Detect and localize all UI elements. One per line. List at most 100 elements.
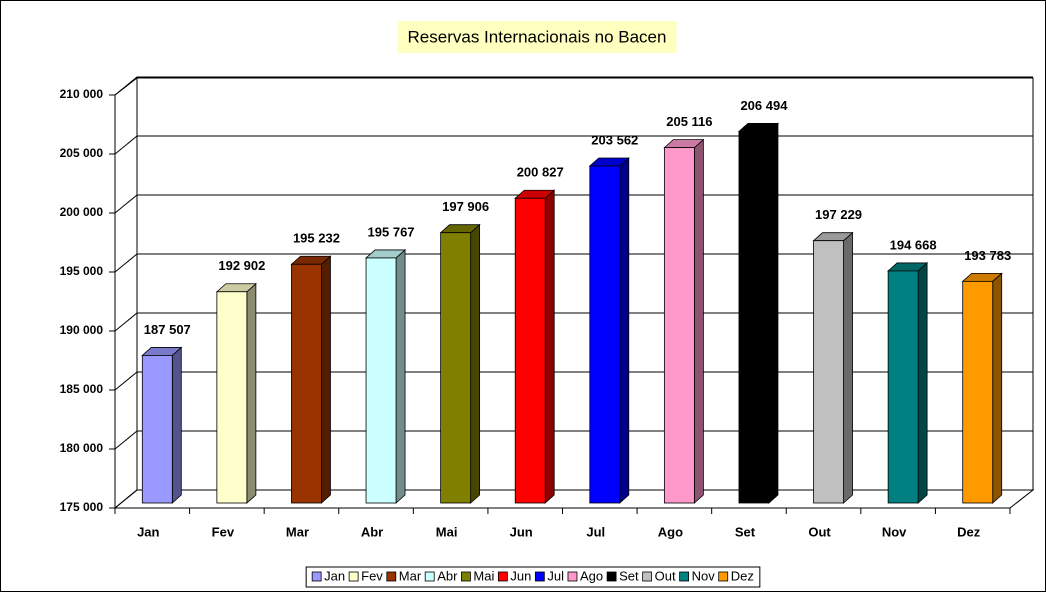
bar	[215, 282, 257, 504]
side-wall	[114, 76, 138, 510]
bar-front	[440, 232, 472, 504]
legend-swatch	[534, 571, 545, 582]
bar-side	[619, 157, 630, 504]
bar	[514, 189, 556, 504]
bar	[812, 231, 854, 504]
legend-swatch	[386, 571, 397, 582]
legend-swatch	[348, 571, 359, 582]
legend-swatch	[606, 571, 617, 582]
legend-label: Abr	[437, 568, 458, 583]
legend-swatch	[679, 571, 689, 582]
legend-swatch	[497, 571, 508, 582]
legend-label: Out	[655, 568, 676, 583]
bar	[961, 272, 1003, 504]
bar-side	[246, 282, 257, 504]
bar	[737, 122, 780, 504]
y-tick-label: 205 000	[60, 146, 104, 160]
bar-side	[321, 255, 331, 504]
grid-line	[114, 194, 1033, 214]
bar	[887, 262, 929, 504]
y-tick-label: 185 000	[60, 382, 104, 396]
x-tick-label: Mai	[436, 524, 458, 539]
bar-front	[291, 263, 322, 504]
bar-side	[171, 346, 182, 504]
grid-line	[114, 135, 1033, 155]
legend-label: Jan	[324, 568, 345, 583]
x-tick-label: Out	[808, 524, 831, 539]
legend-label: Mai	[473, 568, 494, 583]
bar-side	[768, 122, 779, 504]
value-label: 194 668	[890, 237, 937, 252]
value-label: 203 562	[591, 132, 638, 147]
bar-front	[589, 165, 621, 504]
back-wall	[136, 77, 1034, 491]
value-label: 195 232	[293, 231, 340, 246]
bar-side	[470, 223, 481, 504]
grid-line	[114, 312, 1033, 332]
value-label: 206 494	[740, 98, 788, 113]
bar-front	[514, 197, 546, 504]
bar-front	[365, 257, 397, 504]
value-label: 205 116	[666, 114, 712, 129]
value-label: 197 229	[815, 207, 862, 222]
x-tick-label: Jun	[510, 524, 533, 539]
x-tick-label: Abr	[361, 524, 383, 539]
y-tick-label: 180 000	[60, 441, 104, 455]
legend-swatch	[567, 571, 578, 582]
x-tick-label: Dez	[957, 524, 981, 539]
bar-front	[141, 355, 173, 504]
legend-swatch	[461, 571, 471, 582]
grid-line	[114, 253, 1033, 273]
y-tick-label: 175 000	[60, 500, 104, 514]
bar-front	[663, 147, 695, 504]
value-label: 192 902	[218, 258, 265, 273]
value-label: 195 767	[368, 224, 415, 239]
value-label: 187 507	[144, 322, 191, 337]
value-label: 200 827	[517, 165, 564, 180]
grid-line	[114, 489, 1033, 509]
x-tick-label: Set	[735, 524, 756, 539]
bar	[364, 249, 407, 504]
grid-line	[114, 371, 1033, 391]
legend-label: Ago	[580, 568, 603, 583]
legend-swatch	[718, 571, 729, 582]
bar-side	[693, 138, 704, 504]
x-tick-label: Mar	[286, 524, 309, 539]
walls	[113, 76, 1035, 510]
bar-front	[962, 280, 994, 504]
legend-swatch	[311, 571, 322, 582]
bar-front	[738, 130, 770, 504]
legend-label: Mar	[399, 568, 422, 583]
x-tick-label: Nov	[882, 524, 907, 539]
bar	[588, 157, 630, 504]
legend-label: Set	[619, 568, 639, 583]
y-tick-label: 190 000	[60, 323, 104, 337]
bar-side	[917, 262, 928, 504]
legend-label: Jul	[547, 568, 564, 583]
bar	[439, 223, 481, 504]
x-tick-label: Ago	[658, 524, 683, 539]
bar-side	[843, 231, 853, 504]
legend-label: Dez	[731, 568, 754, 583]
legend-label: Jun	[510, 568, 531, 583]
bar	[141, 346, 183, 504]
x-tick-label: Jan	[137, 524, 159, 539]
value-label: 197 906	[442, 199, 489, 214]
y-tick-label: 210 000	[60, 87, 104, 101]
grid-line	[114, 76, 1033, 96]
x-tick-label: Jul	[586, 524, 605, 539]
bar-front	[813, 240, 844, 504]
bar	[290, 255, 332, 504]
grid-line	[114, 430, 1033, 450]
legend-label: Nov	[692, 568, 716, 583]
legend-label: Fev	[361, 568, 383, 583]
y-tick-label: 195 000	[60, 264, 104, 278]
value-label: 193 783	[964, 248, 1011, 263]
x-tick-label: Fev	[212, 524, 235, 539]
bar-side	[395, 249, 406, 504]
bar	[663, 138, 705, 504]
bar-side	[544, 189, 555, 504]
legend-swatch	[424, 571, 435, 582]
bar-side	[992, 272, 1003, 504]
